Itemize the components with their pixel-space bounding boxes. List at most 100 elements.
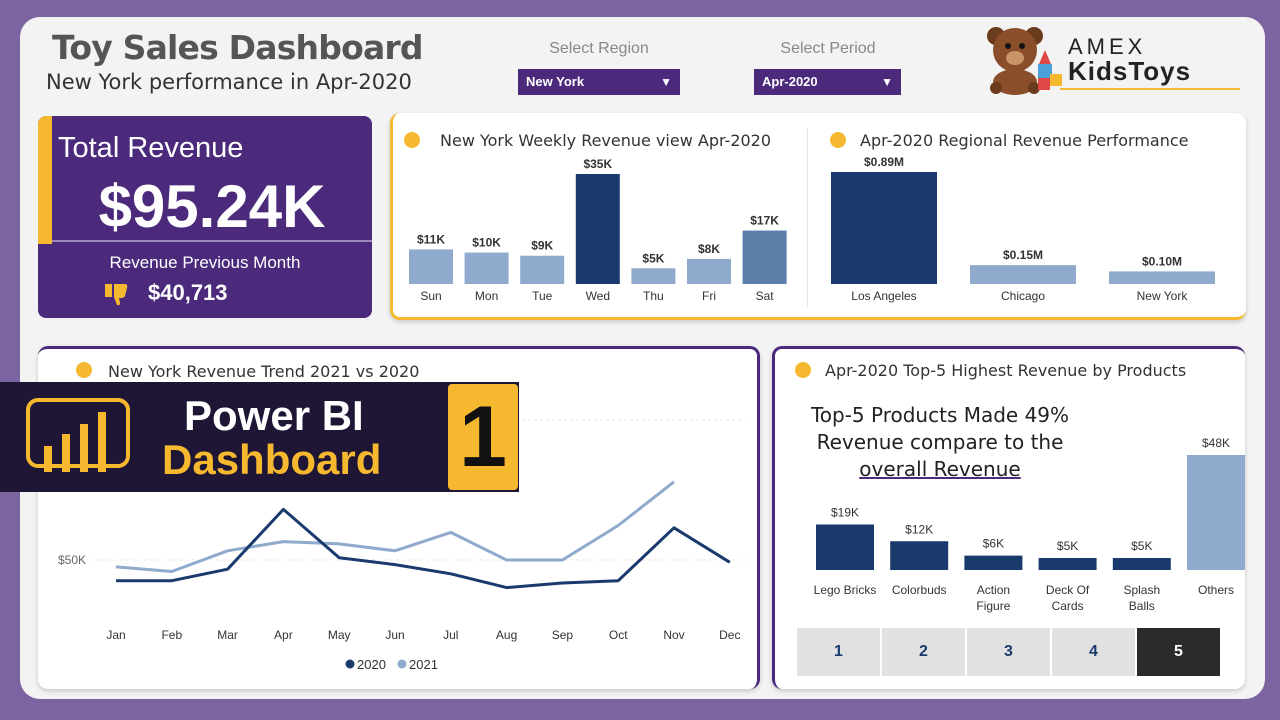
- banner-title-line2: Dashboard: [162, 436, 382, 483]
- banner-title-line1: Power BI: [184, 392, 364, 439]
- chevron-down-icon: ▼: [660, 75, 672, 89]
- product-bar: [816, 524, 874, 570]
- x-tick-label: Oct: [609, 628, 628, 642]
- page-button-5[interactable]: 5: [1137, 628, 1220, 676]
- page-subtitle: New York performance in Apr-2020: [46, 70, 412, 94]
- total-revenue-value: $95.24K: [98, 173, 326, 240]
- kpi-divider: [52, 240, 372, 242]
- x-tick-label: Feb: [161, 628, 182, 642]
- weekly-data-label: $17K: [750, 214, 779, 228]
- page-button-4[interactable]: 4: [1052, 628, 1135, 676]
- product-x-label: Splash: [1123, 583, 1160, 597]
- product-x-label: Lego Bricks: [814, 583, 877, 597]
- products-note-line1: Top-5 Products Made 49%: [810, 403, 1070, 427]
- weekly-x-label: Mon: [475, 289, 498, 303]
- trend-chart-title: New York Revenue Trend 2021 vs 2020: [108, 362, 420, 381]
- x-tick-label: Dec: [719, 628, 740, 642]
- weekly-x-label: Sat: [756, 289, 775, 303]
- regional-bar: [831, 172, 937, 284]
- product-x-label: Action: [977, 583, 1010, 597]
- previous-month-label: Revenue Previous Month: [109, 253, 301, 272]
- regional-chart-title: Apr-2020 Regional Revenue Performance: [860, 131, 1189, 150]
- x-tick-label: Jun: [385, 628, 404, 642]
- weekly-bar: [575, 174, 620, 284]
- previous-month-value: $40,713: [148, 280, 228, 305]
- weekly-bar: [520, 255, 565, 284]
- weekly-data-label: $35K: [583, 157, 612, 171]
- period-slicer[interactable]: Apr-2020 ▼: [754, 69, 901, 95]
- logo-text-line2: KidsToys: [1068, 56, 1192, 86]
- card-divider: [807, 128, 808, 308]
- weekly-data-label: $8K: [698, 242, 720, 256]
- product-data-label: $6K: [983, 537, 1004, 551]
- total-revenue-label: Total Revenue: [58, 132, 244, 164]
- weekly-bar: [464, 252, 509, 284]
- product-x-label: Balls: [1129, 599, 1155, 613]
- product-x-label: Deck Of: [1046, 583, 1090, 597]
- product-bar: [1038, 558, 1097, 570]
- page-button-2[interactable]: 2: [882, 628, 965, 676]
- regional-bar: [1109, 271, 1215, 284]
- top-products-chart: $19K Lego Bricks $12K Colorbuds $6K Action Fig…: [814, 436, 1245, 613]
- weekly-chart-title: New York Weekly Revenue view Apr-2020: [440, 131, 772, 150]
- product-x-label: Figure: [976, 599, 1010, 613]
- kpi-accent-bar: [38, 116, 52, 244]
- power-bi-icon: [26, 398, 130, 472]
- title-dot-icon: [76, 362, 92, 378]
- logo-underline: [1060, 88, 1240, 90]
- series-line-2020: [116, 507, 731, 590]
- regional-data-label: $0.10M: [1142, 254, 1182, 268]
- x-tick-label: Jan: [106, 628, 125, 642]
- products-chart-title: Apr-2020 Top-5 Highest Revenue by Produc…: [825, 361, 1187, 380]
- product-bar: [1112, 558, 1171, 570]
- product-bar: [964, 555, 1023, 570]
- x-tick-label: May: [328, 628, 351, 642]
- regional-bar: [970, 265, 1076, 284]
- regional-data-label: $0.89M: [864, 155, 904, 169]
- x-tick-label: Sep: [552, 628, 574, 642]
- title-dot-icon: [795, 362, 811, 378]
- regional-x-label: Chicago: [1001, 289, 1045, 303]
- product-x-label: Cards: [1052, 599, 1084, 613]
- legend-marker: [345, 659, 355, 669]
- legend-label: 2021: [409, 657, 438, 672]
- weekly-data-label: $5K: [642, 251, 664, 265]
- y-tick-label: $50K: [58, 553, 86, 567]
- product-data-label: $48K: [1202, 436, 1230, 450]
- product-x-label: Others: [1198, 583, 1234, 597]
- weekly-bar: [742, 230, 787, 284]
- logo-text-line1: AMEX: [1068, 34, 1147, 59]
- x-tick-label: Apr: [274, 628, 293, 642]
- weekly-bar: [409, 249, 453, 284]
- products-note: Top-5 Products Made 49% Revenue compare …: [790, 402, 1090, 483]
- product-bar: [1187, 455, 1245, 570]
- product-data-label: $19K: [831, 505, 859, 519]
- page-button-1[interactable]: 1: [797, 628, 880, 676]
- product-data-label: $5K: [1057, 539, 1078, 553]
- weekly-x-label: Wed: [586, 289, 610, 303]
- weekly-x-label: Tue: [532, 289, 553, 303]
- title-dot-icon: [404, 132, 420, 148]
- products-note-line2: Revenue compare to the: [816, 430, 1064, 454]
- product-data-label: $12K: [905, 522, 933, 536]
- x-tick-label: Jul: [443, 628, 458, 642]
- region-slicer[interactable]: New York ▼: [518, 69, 680, 95]
- teddy-bear-logo-icon: [987, 27, 1062, 95]
- page-title: Toy Sales Dashboard: [52, 28, 424, 67]
- weekly-data-label: $9K: [531, 239, 553, 253]
- weekly-x-label: Fri: [702, 289, 716, 303]
- title-dot-icon: [830, 132, 846, 148]
- regional-revenue-chart: $0.89M Los Angeles $0.15M Chicago $0.10M New …: [831, 155, 1215, 303]
- region-slicer-value: New York: [526, 74, 585, 89]
- weekly-bar: [687, 258, 731, 284]
- period-slicer-label: Select Period: [780, 40, 876, 57]
- weekly-bar: [631, 268, 676, 284]
- chevron-down-icon: ▼: [881, 75, 893, 89]
- weekly-x-label: Sun: [420, 289, 441, 303]
- product-x-label: Colorbuds: [892, 583, 947, 597]
- page-button-3[interactable]: 3: [967, 628, 1050, 676]
- regional-data-label: $0.15M: [1003, 248, 1043, 262]
- series-line-2021: [115, 480, 675, 573]
- thumbs-down-icon: [105, 284, 128, 306]
- weekly-x-label: Thu: [643, 289, 664, 303]
